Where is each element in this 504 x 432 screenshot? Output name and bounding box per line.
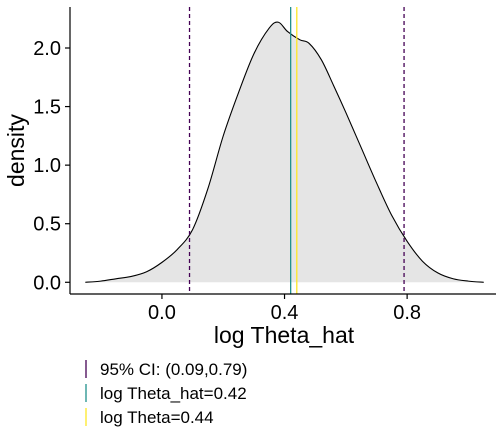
legend-label-2: log Theta_hat=0.42 xyxy=(100,384,247,403)
x-tick-label: 0.4 xyxy=(271,302,299,324)
plot-area xyxy=(85,7,484,294)
legend-label-1: 95% CI: (0.09,0.79) xyxy=(100,360,247,379)
density-area xyxy=(85,22,484,283)
y-tick-label: 1.5 xyxy=(33,97,61,119)
axes xyxy=(69,7,496,295)
legend: 95% CI: (0.09,0.79) log Theta_hat=0.42log… xyxy=(85,360,247,427)
x-tick-label: 0.0 xyxy=(148,302,176,324)
x-tick-label: 0.8 xyxy=(393,302,421,324)
tick-marks: 0.0 0.4 0.8 0.0 0.5 1.0 1.5 2.0 xyxy=(33,38,421,324)
legend-label-3: log Theta=0.44 xyxy=(100,408,214,427)
y-tick-label: 0.5 xyxy=(33,214,61,236)
y-axis-title: density xyxy=(3,114,29,187)
y-tick-label: 0.0 xyxy=(33,272,61,294)
x-axis-title: log Theta_hat xyxy=(214,322,355,348)
y-tick-label: 2.0 xyxy=(33,38,61,60)
y-tick-label: 1.0 xyxy=(33,155,61,177)
density-curve xyxy=(85,21,484,283)
